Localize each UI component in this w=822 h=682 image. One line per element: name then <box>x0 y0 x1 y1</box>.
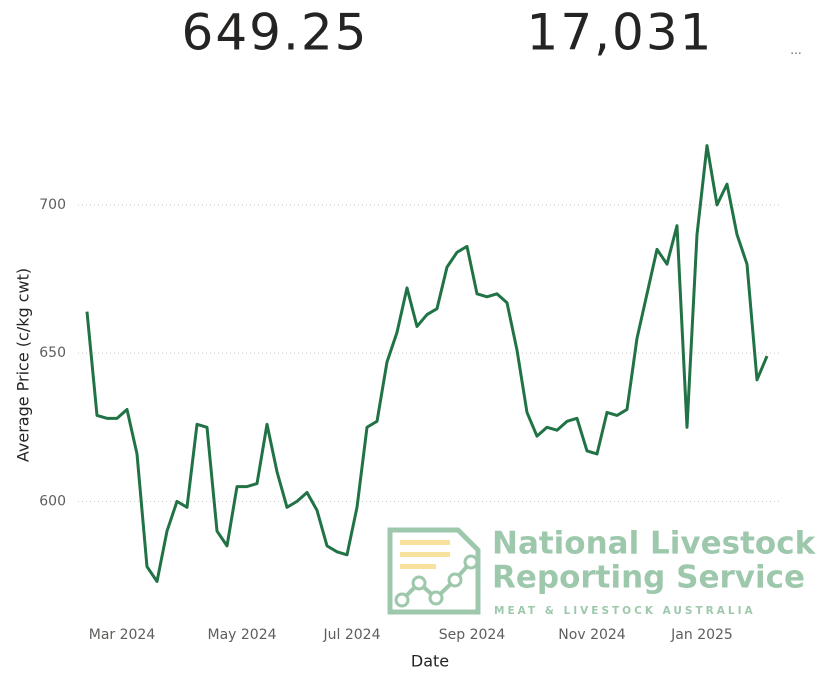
watermark: National Livestock Reporting Service MEA… <box>387 526 817 617</box>
watermark-title: Reporting Service <box>492 560 805 596</box>
y-tick-label: 650 <box>39 345 66 361</box>
x-tick-label: May 2024 <box>207 627 276 643</box>
logo-bar <box>400 540 450 545</box>
logo-dot <box>463 554 479 570</box>
logo-dot <box>428 590 444 606</box>
logo-dot <box>411 575 427 591</box>
kpi-value: 17,031 <box>527 4 714 62</box>
watermark-title: National Livestock <box>492 526 817 562</box>
x-axis-title: Date <box>411 652 449 671</box>
logo-bar <box>400 564 436 569</box>
x-tick-label: Mar 2024 <box>89 627 156 643</box>
y-tick-label: 600 <box>39 493 66 509</box>
logo-bar <box>400 552 450 557</box>
x-tick-label: Sep 2024 <box>439 627 506 643</box>
kpi-value: 649.25 <box>182 4 369 62</box>
plot-area: 600 650 700 Mar 2024 May 2024 Jul 2024 Sep 202… <box>39 144 782 643</box>
logo-dot <box>394 592 410 608</box>
price-line <box>85 144 769 583</box>
x-tick-label: Jan 2025 <box>670 627 733 643</box>
watermark-subtitle: MEAT & LIVESTOCK AUSTRALIA <box>494 605 756 617</box>
y-axis-title: Average Price (c/kg cwt) <box>14 268 33 462</box>
logo-doc <box>387 527 481 615</box>
y-tick-label: 700 <box>39 197 66 213</box>
x-tick-label: Nov 2024 <box>558 627 625 643</box>
x-tick-label: Jul 2024 <box>323 627 381 643</box>
logo-dot <box>447 572 463 588</box>
more-options[interactable]: ··· <box>790 47 801 61</box>
